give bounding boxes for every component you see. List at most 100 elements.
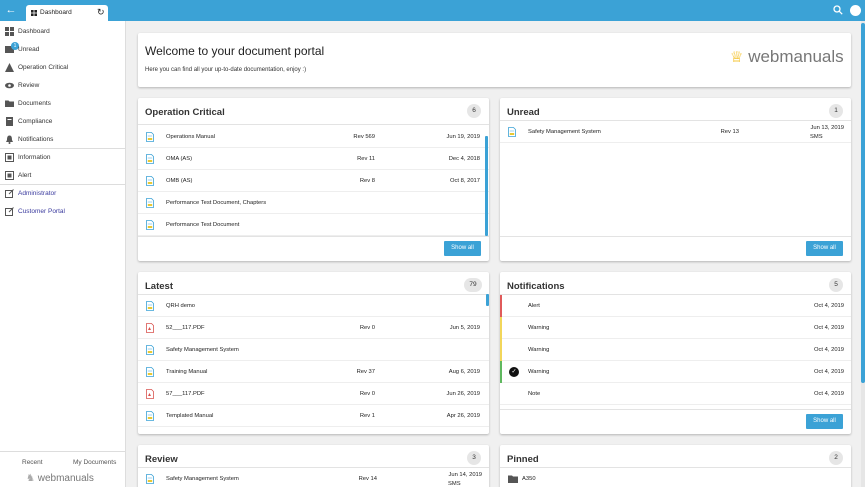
list-item[interactable]: 57___117.PDF Rev 0 Jun 26, 2019: [138, 383, 489, 405]
severity-stripe: [500, 317, 502, 339]
list-item[interactable]: Training Manual Rev 37 Aug 6, 2019: [138, 361, 489, 383]
list-item[interactable]: Templated Manual Rev 1 Apr 26, 2019: [138, 405, 489, 427]
sidebar-item-compliance[interactable]: Compliance: [0, 113, 126, 131]
pdf-file-icon: [146, 389, 154, 399]
warning-triangle-icon: [5, 63, 14, 72]
crown-icon: ♞: [26, 473, 35, 484]
document-name: Training Manual: [166, 369, 208, 375]
my-documents-link[interactable]: My Documents: [73, 459, 117, 466]
list-item[interactable]: 52___117.PDF Rev 0 Jun 5, 2019: [138, 317, 489, 339]
document-date: Jun 19, 2019: [446, 134, 480, 140]
sidebar-item-customer-portal[interactable]: Customer Portal: [0, 203, 126, 221]
tab-dashboard[interactable]: Dashboard ↻: [26, 5, 108, 21]
document-file-icon: [146, 220, 154, 230]
list-item[interactable]: OMA (AS) Rev 11 Dec 4, 2018: [138, 148, 489, 170]
webmanuals-logo: ♞ webmanuals: [26, 473, 94, 484]
document-date-sub: SMS: [448, 481, 461, 487]
search-icon[interactable]: [833, 5, 843, 15]
footer-divider: [500, 236, 851, 237]
sidebar-item-label: Customer Portal: [18, 208, 65, 215]
list-item[interactable]: Safety Management System Rev 14 Jun 14, 20…: [138, 468, 489, 487]
user-avatar-icon[interactable]: [850, 5, 861, 16]
notification-date: Oct 4, 2019: [814, 369, 844, 375]
document-name: Safety Management System: [528, 129, 601, 135]
header-divider: [500, 120, 851, 121]
header-divider: [500, 294, 851, 295]
sidebar-item-information[interactable]: Information: [0, 149, 126, 167]
show-all-button[interactable]: Show all: [444, 241, 481, 256]
document-file-icon: [146, 301, 154, 311]
list-scrollbar[interactable]: [486, 294, 489, 306]
document-revision: Rev 569: [353, 134, 375, 140]
document-name: 57___117.PDF: [166, 391, 205, 397]
main-scrollbar[interactable]: [861, 21, 865, 487]
document-revision: Rev 13: [720, 129, 739, 135]
show-all-button[interactable]: Show all: [806, 241, 843, 256]
sidebar-footer: Recent My Documents ♞ webmanuals: [0, 451, 126, 487]
pdf-file-icon: [146, 323, 154, 333]
sidebar: Dashboard 1 Unread Operation Critical Re…: [0, 21, 126, 487]
sidebar-item-administrator[interactable]: Administrator: [0, 185, 126, 203]
sidebar-item-label: Review: [18, 82, 40, 89]
document-date: Jun 5, 2019: [449, 325, 480, 331]
sidebar-item-dashboard[interactable]: Dashboard: [0, 23, 126, 41]
notification-item[interactable]: Warning Oct 4, 2019: [500, 317, 851, 339]
card-title: Notifications: [507, 281, 565, 292]
document-date: Apr 26, 2019: [446, 413, 480, 419]
notification-item[interactable]: Note Oct 4, 2019: [500, 383, 851, 405]
top-bar: ← Dashboard ↻: [0, 0, 865, 21]
list-item[interactable]: Safety Management System Rev 13 Jun 13, 20…: [500, 121, 851, 143]
list-item[interactable]: Performance Test Document, Chapters: [138, 192, 489, 214]
card-title: Operation Critical: [145, 107, 225, 118]
sidebar-item-operation-critical[interactable]: Operation Critical: [0, 59, 126, 77]
document-name: Safety Management System: [166, 347, 239, 353]
sidebar-item-alert[interactable]: Alert: [0, 167, 126, 185]
list-item[interactable]: OMB (AS) Rev 8 Oct 8, 2017: [138, 170, 489, 192]
count-badge: 5: [829, 278, 843, 292]
notification-item[interactable]: Alert Oct 4, 2019: [500, 295, 851, 317]
document-file-icon: [146, 198, 154, 208]
review-card: Review 3 Safety Management System Rev 14 J…: [138, 445, 489, 487]
recent-link[interactable]: Recent: [22, 459, 43, 466]
sidebar-item-label: Notifications: [18, 136, 54, 143]
welcome-subtitle: Here you can find all your up-to-date do…: [145, 67, 307, 73]
sidebar-item-notifications[interactable]: Notifications: [0, 131, 126, 149]
back-arrow-icon[interactable]: ←: [5, 4, 17, 16]
list-item[interactable]: A350: [500, 468, 851, 487]
document-date: Aug 6, 2019: [448, 369, 480, 375]
sidebar-divider: [0, 184, 126, 185]
card-title: Review: [145, 454, 178, 465]
list-item[interactable]: QRH demo: [138, 295, 489, 317]
notification-label: Warning: [528, 347, 550, 353]
severity-stripe: [500, 295, 502, 317]
scrollbar-thumb[interactable]: [861, 23, 865, 383]
notification-item[interactable]: ✓ Warning Oct 4, 2019: [500, 361, 851, 383]
notification-label: Alert: [528, 303, 540, 309]
notification-label: Note: [528, 391, 541, 397]
list-item[interactable]: Performance Test Document: [138, 214, 489, 236]
logo-text: webmanuals: [37, 473, 94, 484]
show-all-button[interactable]: Show all: [806, 414, 843, 429]
notification-date: Oct 4, 2019: [814, 325, 844, 331]
document-date: Jun 13, 2019 SMS: [794, 124, 844, 142]
count-badge: 6: [467, 104, 481, 118]
list-item[interactable]: Operations Manual Rev 569 Jun 19, 2019: [138, 126, 489, 148]
document-revision: Rev 37: [356, 369, 375, 375]
refresh-icon[interactable]: ↻: [97, 7, 105, 17]
notification-date: Oct 4, 2019: [814, 391, 844, 397]
header-divider: [500, 467, 851, 468]
unread-badge: 1: [11, 42, 19, 50]
count-badge: 1: [829, 104, 843, 118]
sidebar-item-documents[interactable]: Documents: [0, 95, 126, 113]
notification-item[interactable]: Warning Oct 4, 2019: [500, 339, 851, 361]
document-date-text: Jun 14, 2019: [448, 472, 482, 478]
sidebar-item-unread[interactable]: 1 Unread: [0, 41, 126, 59]
unread-icon: [5, 46, 14, 53]
sidebar-item-review[interactable]: Review: [0, 77, 126, 95]
list-item[interactable]: Safety Management System: [138, 339, 489, 361]
check-circle-icon[interactable]: ✓: [509, 367, 519, 377]
sidebar-item-label: Operation Critical: [18, 64, 69, 71]
welcome-card: Welcome to your document portal Here you…: [138, 33, 851, 87]
card-title: Latest: [145, 281, 173, 292]
list-scrollbar[interactable]: [485, 136, 488, 236]
